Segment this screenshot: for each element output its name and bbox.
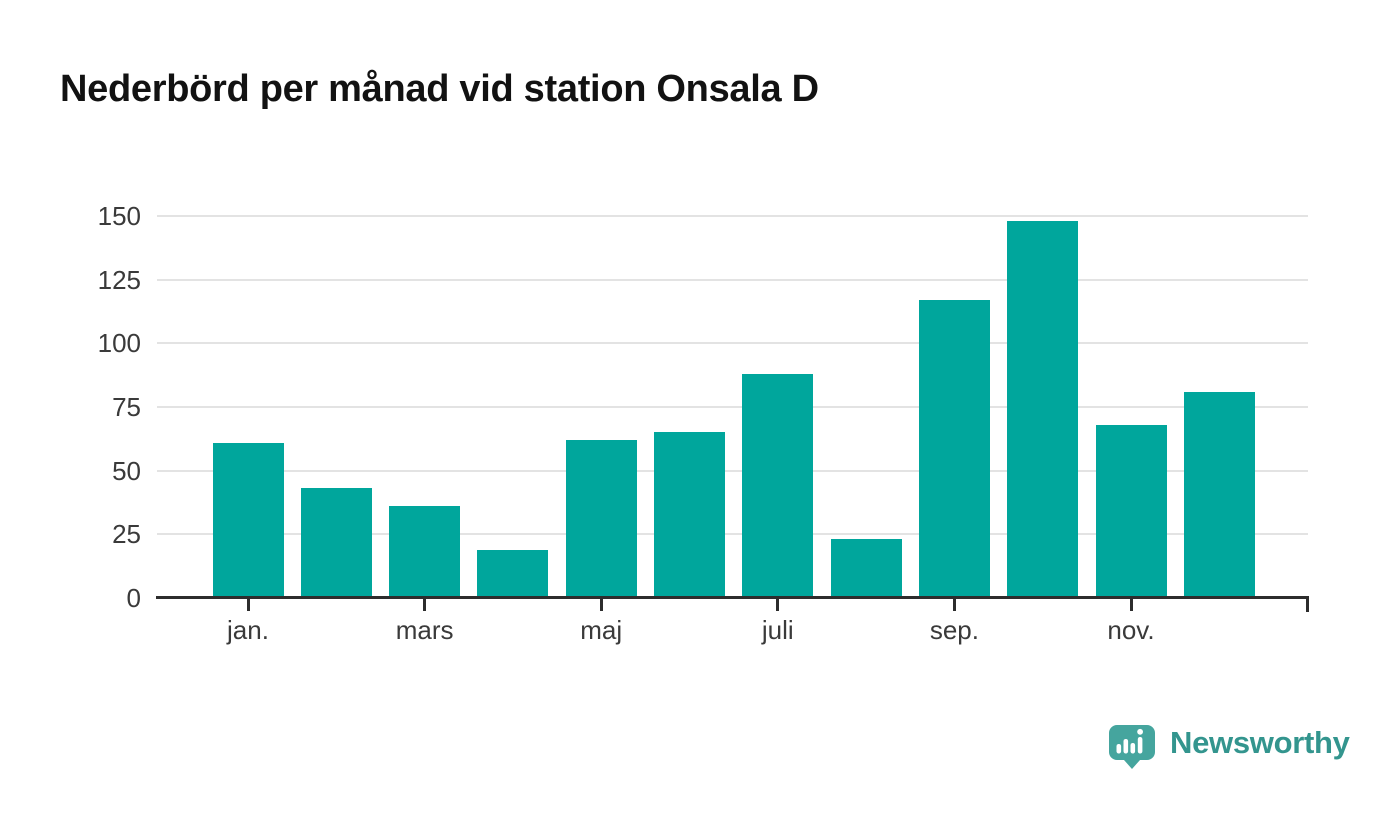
gridline-150 — [157, 215, 1308, 217]
gridline-50 — [157, 469, 1308, 472]
x-axis-tick-label: mars — [395, 615, 454, 645]
newsworthy-logo-text: Newsworthy — [1170, 725, 1350, 760]
x-axis-tick-label: maj — [580, 615, 623, 645]
bar-dec — [1183, 391, 1255, 598]
y-axis-tick-label: 100 — [97, 328, 141, 359]
bar-mars — [389, 506, 461, 598]
bar-apr — [477, 549, 549, 598]
x-axis-tick-label: juli — [761, 615, 794, 645]
x-axis-tick-label: jan. — [227, 615, 269, 645]
newsworthy-logo: Newsworthy — [1108, 724, 1350, 769]
y-axis-tick-label: 0 — [126, 583, 141, 613]
x-axis-tick-label: sep. — [929, 615, 979, 645]
y-axis-tick-label: 75 — [112, 392, 141, 422]
newsworthy-logo-icon — [1109, 725, 1155, 769]
gridline-75 — [157, 406, 1308, 408]
bar-maj — [565, 440, 637, 598]
x-axis-end-tick — [1306, 596, 1309, 612]
x-axis-tick — [599, 598, 603, 611]
bar-sep — [918, 300, 990, 598]
x-axis-tick — [952, 598, 956, 611]
x-axis-tick — [776, 598, 780, 611]
bar-nov — [1095, 424, 1167, 598]
gridline-100 — [157, 342, 1308, 345]
x-axis-tick — [1129, 598, 1133, 611]
bar-okt — [1007, 221, 1079, 598]
gridline-25 — [157, 533, 1308, 536]
bar-jan — [212, 442, 284, 598]
bar-aug — [830, 539, 902, 598]
y-axis-tick-label: 25 — [112, 519, 141, 550]
bar-juni — [654, 432, 725, 598]
bar-feb — [300, 488, 372, 598]
y-axis-tick-label: 150 — [97, 201, 141, 231]
x-axis-tick-label: nov. — [1107, 615, 1155, 645]
gridline-125 — [157, 278, 1308, 281]
bar-juli — [742, 373, 814, 598]
x-axis-tick — [423, 598, 427, 611]
x-axis-line — [156, 596, 1309, 599]
x-axis-tick — [246, 598, 250, 611]
chart-title: Nederbörd per månad vid station Onsala D — [60, 68, 819, 110]
y-axis-tick-label: 125 — [97, 264, 141, 295]
y-axis-tick-label: 50 — [112, 455, 141, 486]
